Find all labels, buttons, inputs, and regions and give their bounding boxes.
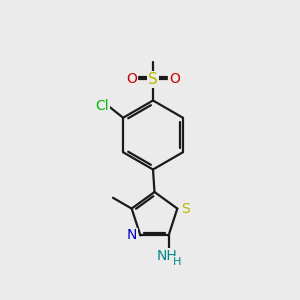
- Text: O: O: [169, 73, 180, 86]
- Text: NH: NH: [157, 248, 178, 262]
- Text: S: S: [182, 202, 190, 216]
- Text: S: S: [148, 72, 158, 87]
- Text: N: N: [127, 228, 137, 242]
- Text: H: H: [173, 256, 181, 266]
- Text: Cl: Cl: [95, 100, 109, 113]
- Text: O: O: [126, 73, 137, 86]
